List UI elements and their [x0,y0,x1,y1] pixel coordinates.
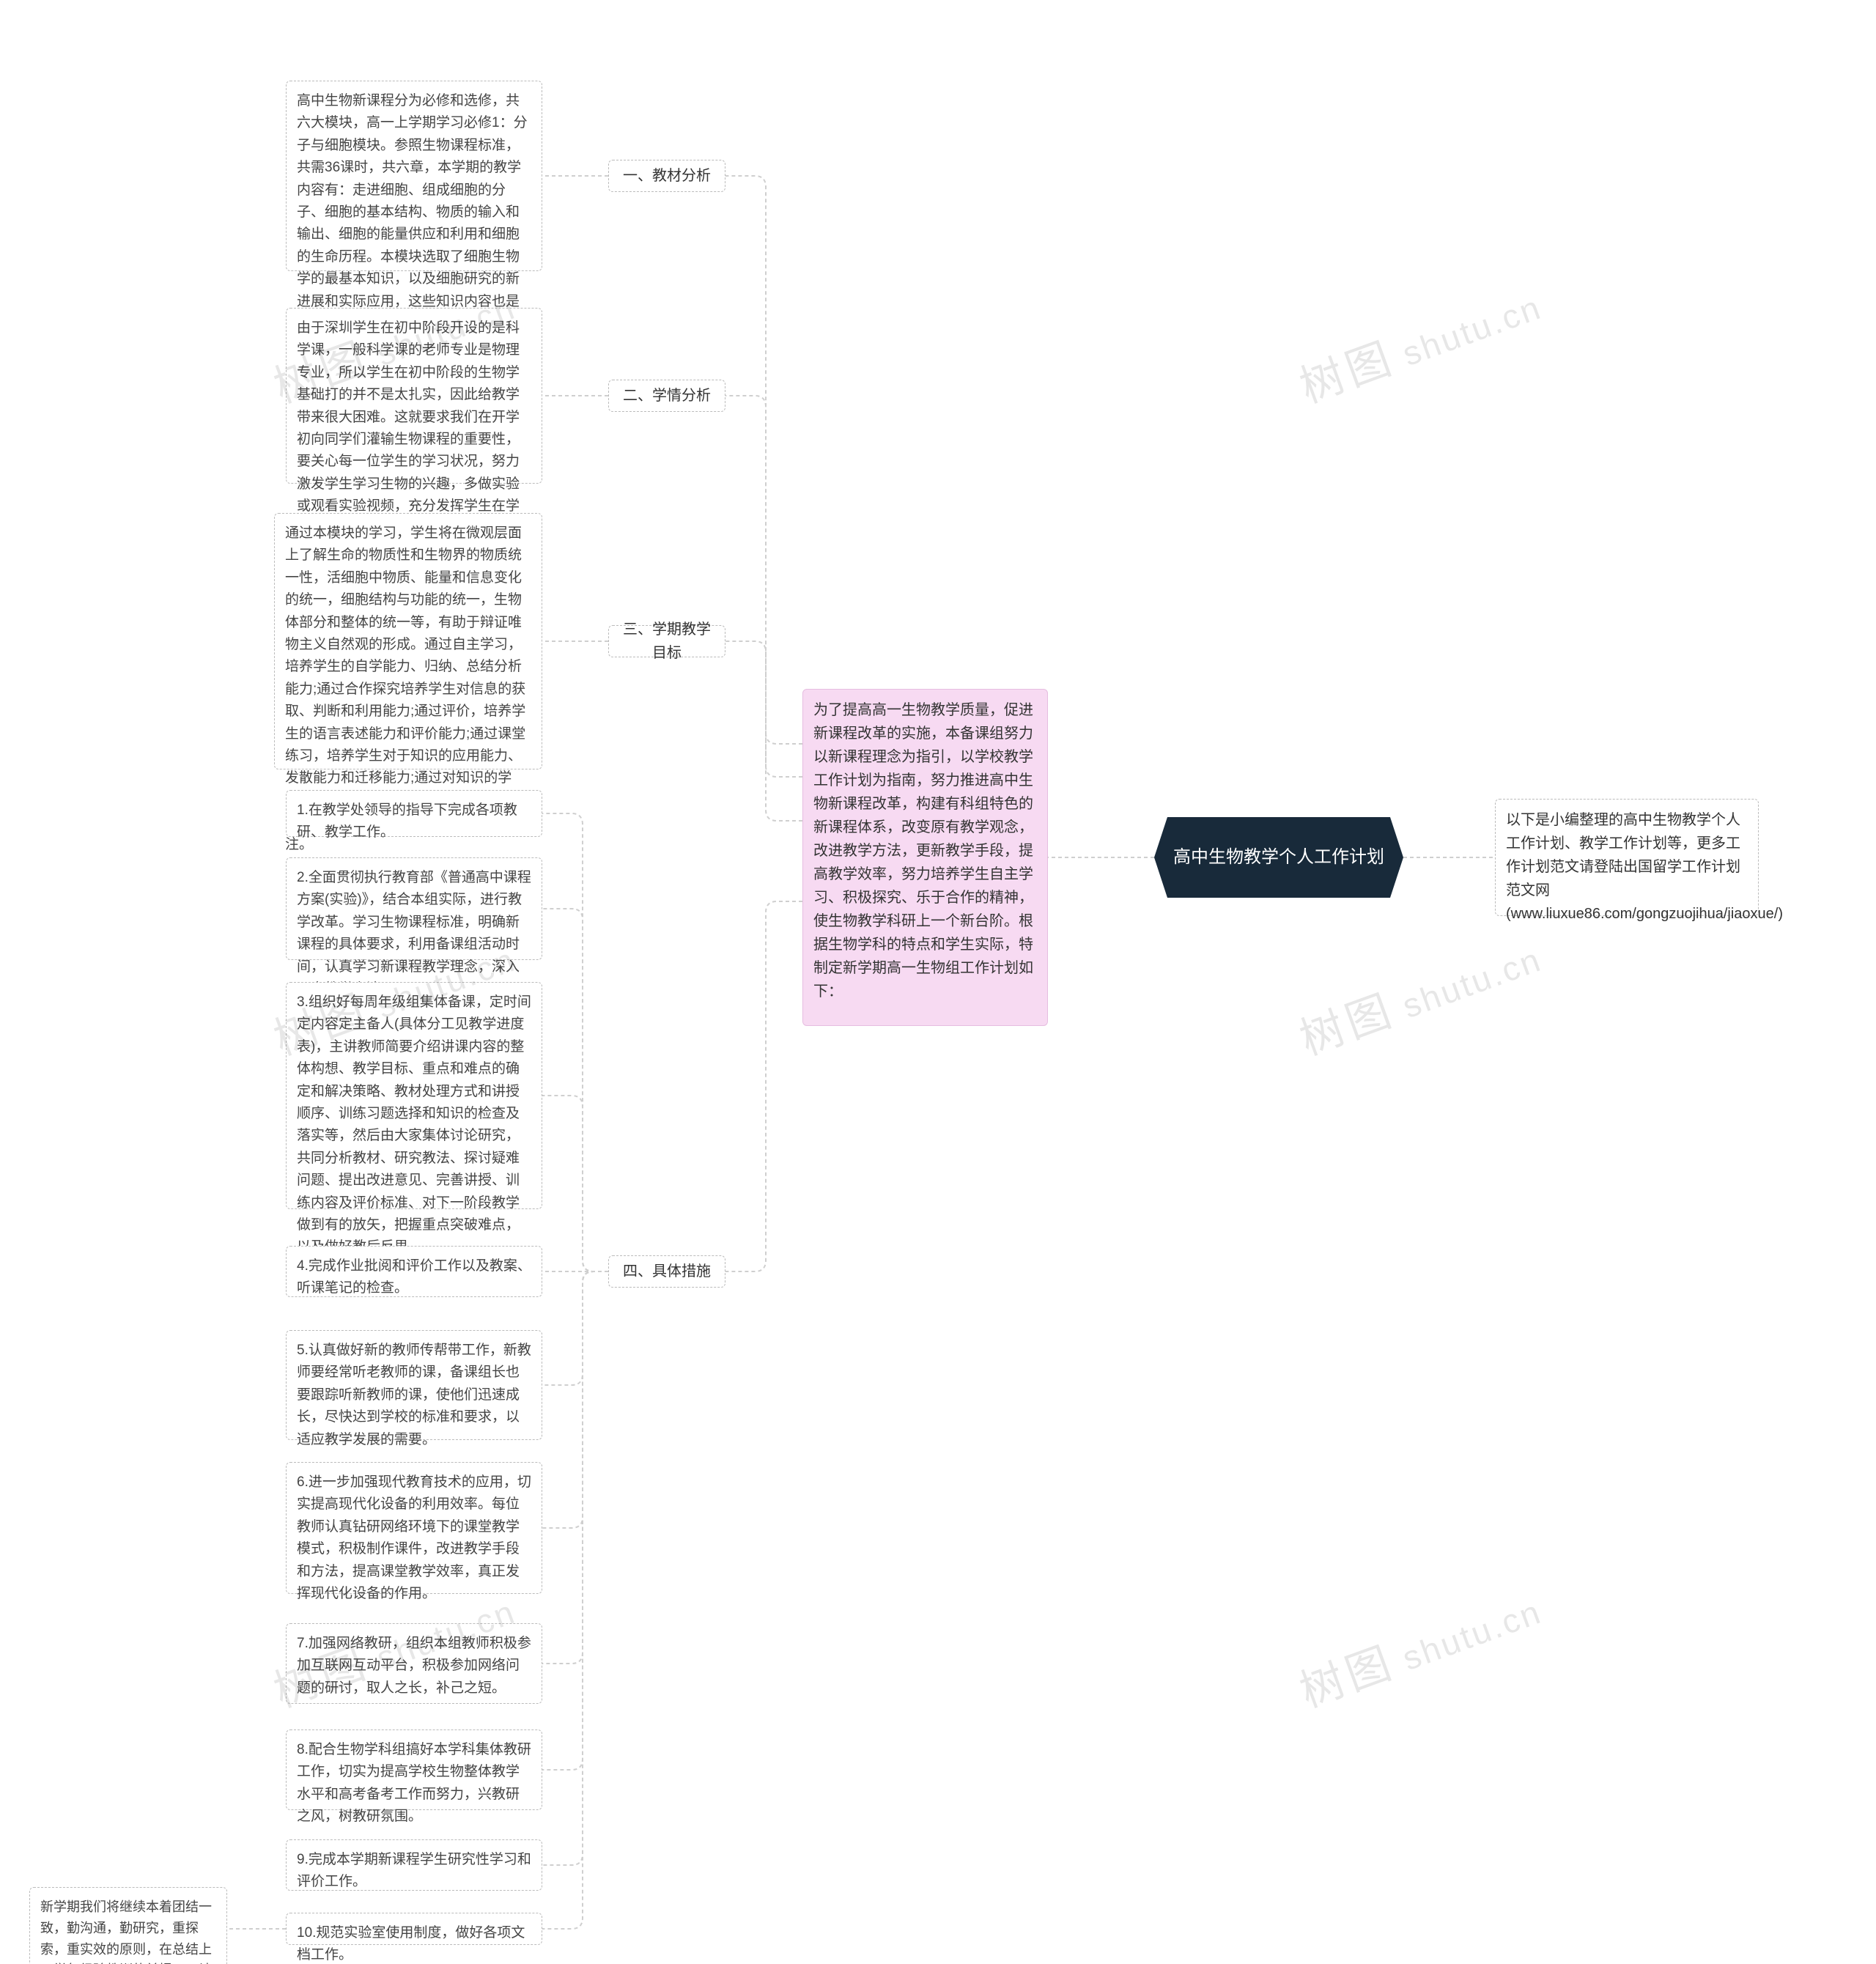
section-2: 二、学情分析 [608,380,725,412]
section-4-leaf-7-text: 7.加强网络教研，组织本组教师积极参加互联网互动平台，积极参加网络问题的研讨，取… [297,1636,531,1696]
root-node: 高中生物教学个人工作计划 [1154,817,1403,898]
section-3-leaf-1: 通过本模块的学习，学生将在微观层面上了解生命的物质性和生物界的物质统一性，活细胞… [274,513,542,769]
watermark: 树图 shutu.cn [1290,1573,1548,1720]
section-4-leaf-9-text: 9.完成本学期新课程学生研究性学习和评价工作。 [297,1852,531,1889]
section-2-label: 二、学情分析 [623,384,711,407]
section-1-leaf-1-text: 高中生物新课程分为必修和选修，共六大模块，高一上学期学习必修1：分子与细胞模块。… [297,93,528,331]
watermark-cn: 树图 [1293,1637,1401,1716]
watermark: 树图 shutu.cn [1290,269,1548,416]
section-4-leaf-5: 5.认真做好新的教师传帮带工作，新教师要经常听老教师的课，备课组长也要跟踪听新教… [286,1330,542,1440]
section-4-leaf-2-text: 2.全面贯彻执行教育部《普通高中课程方案(实验)》，结合本组实际，进行教学改革。… [297,870,531,997]
section-4-leaf-3-text: 3.组织好每周年级组集体备课，定时间定内容定主备人(具体分工见教学进度表)，主讲… [297,994,531,1255]
section-4-leaf-4: 4.完成作业批阅和评价工作以及教案、听课笔记的检查。 [286,1246,542,1297]
section-4-leaf-7: 7.加强网络教研，组织本组教师积极参加互联网互动平台，积极参加网络问题的研讨，取… [286,1623,542,1704]
section-3-label: 三、学期教学目标 [619,618,714,665]
section-2-leaf-1-text: 由于深圳学生在初中阶段开设的是科学课，一般科学课的老师专业是物理专业，所以学生在… [297,320,520,536]
section-3: 三、学期教学目标 [608,625,725,657]
section-4-leaf-5-text: 5.认真做好新的教师传帮带工作，新教师要经常听老教师的课，备课组长也要跟踪听新教… [297,1343,531,1447]
tail-note: 新学期我们将继续本着团结一致，勤沟通，勤研究，重探索，重实效的原则，在总结上一学… [29,1887,227,1964]
right-note: 以下是小编整理的高中生物教学个人工作计划、教学工作计划等，更多工作计划范文请登陆… [1495,799,1759,916]
intro-text: 为了提高高一生物教学质量，促进新课程改革的实施，本备课组努力以新课程理念为指引，… [813,702,1033,1000]
section-4-leaf-1-text: 1.在教学处领导的指导下完成各项教研、教学工作。 [297,802,517,840]
intro-node: 为了提高高一生物教学质量，促进新课程改革的实施，本备课组努力以新课程理念为指引，… [802,689,1048,1026]
section-4-leaf-3: 3.组织好每周年级组集体备课，定时间定内容定主备人(具体分工见教学进度表)，主讲… [286,982,542,1209]
watermark-cn: 树图 [1293,985,1401,1064]
section-4-leaf-9: 9.完成本学期新课程学生研究性学习和评价工作。 [286,1839,542,1891]
watermark-en: shutu.cn [1397,940,1547,1026]
section-4-leaf-2: 2.全面贯彻执行教育部《普通高中课程方案(实验)》，结合本组实际，进行教学改革。… [286,857,542,960]
section-4-leaf-6: 6.进一步加强现代教育技术的应用，切实提高现代化设备的利用效率。每位教师认真钻研… [286,1462,542,1594]
section-1-leaf-1: 高中生物新课程分为必修和选修，共六大模块，高一上学期学习必修1：分子与细胞模块。… [286,81,542,271]
watermark-en: shutu.cn [1397,288,1547,374]
section-4-leaf-4-text: 4.完成作业批阅和评价工作以及教案、听课笔记的检查。 [297,1258,531,1296]
watermark: 树图 shutu.cn [1290,921,1548,1068]
section-1-label: 一、教材分析 [623,164,711,188]
watermark-en: shutu.cn [1397,1592,1547,1678]
section-4-leaf-8-text: 8.配合生物学科组搞好本学科集体教研工作，切实为提高学校生物整体教学水平和高考备… [297,1742,531,1824]
section-4-leaf-10-text: 10.规范实验室使用制度，做好各项文档工作。 [297,1925,525,1963]
root-title: 高中生物教学个人工作计划 [1173,843,1384,871]
right-note-text: 以下是小编整理的高中生物教学个人工作计划、教学工作计划等，更多工作计划范文请登陆… [1506,812,1783,922]
section-4-leaf-10: 10.规范实验室使用制度，做好各项文档工作。 [286,1913,542,1945]
watermark-cn: 树图 [1293,333,1401,412]
section-1: 一、教材分析 [608,160,725,192]
section-4: 四、具体措施 [608,1255,725,1288]
section-4-leaf-8: 8.配合生物学科组搞好本学科集体教研工作，切实为提高学校生物整体教学水平和高考备… [286,1729,542,1810]
tail-note-text: 新学期我们将继续本着团结一致，勤沟通，勤研究，重探索，重实效的原则，在总结上一学… [40,1900,212,1964]
section-4-label: 四、具体措施 [623,1260,711,1283]
section-2-leaf-1: 由于深圳学生在初中阶段开设的是科学课，一般科学课的老师专业是物理专业，所以学生在… [286,308,542,484]
section-4-leaf-1: 1.在教学处领导的指导下完成各项教研、教学工作。 [286,790,542,837]
section-4-leaf-6-text: 6.进一步加强现代教育技术的应用，切实提高现代化设备的利用效率。每位教师认真钻研… [297,1474,531,1601]
